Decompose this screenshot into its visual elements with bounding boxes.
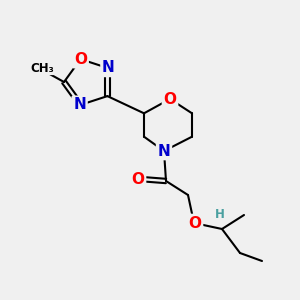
Text: N: N [102, 60, 115, 75]
Text: CH₃: CH₃ [30, 61, 54, 74]
Text: O: O [188, 215, 202, 230]
Text: H: H [215, 208, 225, 221]
Text: O: O [164, 92, 176, 106]
Text: O: O [131, 172, 145, 187]
Text: N: N [158, 143, 170, 158]
Text: N: N [73, 97, 86, 112]
Text: O: O [74, 52, 87, 67]
